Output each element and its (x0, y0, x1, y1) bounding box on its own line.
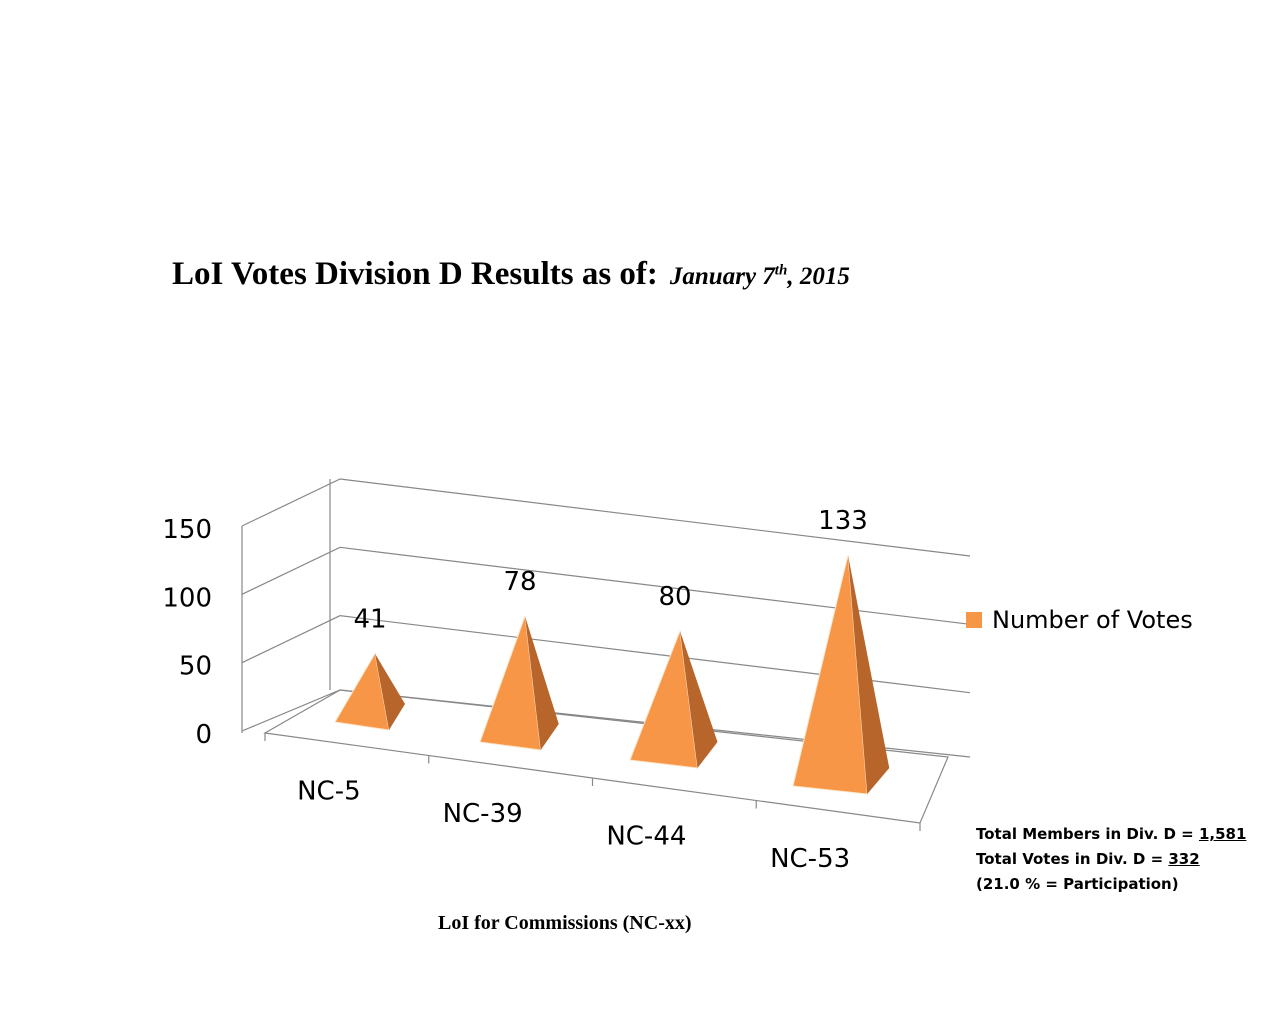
pyramid-front-face (334, 652, 390, 731)
title-main: LoI Votes Division D Results as of: (172, 256, 658, 292)
legend: Number of Votes (966, 606, 1193, 634)
pyramid-front-face (629, 630, 699, 769)
data-label: 133 (818, 506, 868, 536)
x-axis-title: LoI for Commissions (NC-xx) (438, 912, 692, 934)
y-tick-label: 100 (162, 583, 212, 613)
floor (263, 689, 949, 824)
category-label: NC-5 (297, 776, 361, 806)
legend-swatch (966, 612, 982, 628)
pyramid-side-face (525, 616, 559, 750)
gridline (241, 478, 971, 557)
category-label: NC-39 (443, 799, 523, 829)
stats-participation: (21.0 % = Participation) (976, 875, 1179, 893)
data-labels: 41 78 80 133 (353, 506, 867, 634)
stats-votes: Total Votes in Div. D = 332 (976, 850, 1200, 868)
x-tick-labels: NC-5 NC-39 NC-44 NC-53 (297, 776, 850, 874)
pyramid-side-face (375, 653, 405, 730)
gridline (241, 615, 971, 694)
pyramid-side-face (680, 630, 718, 768)
data-label: 80 (658, 582, 691, 612)
y-tick-label: 150 (162, 515, 212, 545)
category-label: NC-44 (606, 821, 686, 851)
pyramid-side-face (848, 555, 890, 794)
title-date: January 7th, 2015 (669, 262, 850, 290)
data-label: 41 (353, 605, 386, 635)
axes (241, 479, 949, 831)
stats-box: Total Members in Div. D = 1,581 Total Vo… (976, 822, 1246, 897)
y-tick-label: 50 (179, 652, 212, 682)
data-label: 78 (503, 567, 536, 597)
chart-title: LoI Votes Division D Results as of: Janua… (172, 256, 850, 293)
y-tick-label: 0 (195, 720, 212, 750)
y-tick-labels: 0 50 100 150 (162, 515, 212, 750)
gridline (241, 546, 971, 625)
stats-members: Total Members in Div. D = 1,581 (976, 825, 1247, 843)
pyramid-front-face (792, 555, 868, 795)
pyramids (334, 555, 890, 795)
category-label: NC-53 (770, 844, 850, 874)
legend-label: Number of Votes (992, 606, 1193, 634)
